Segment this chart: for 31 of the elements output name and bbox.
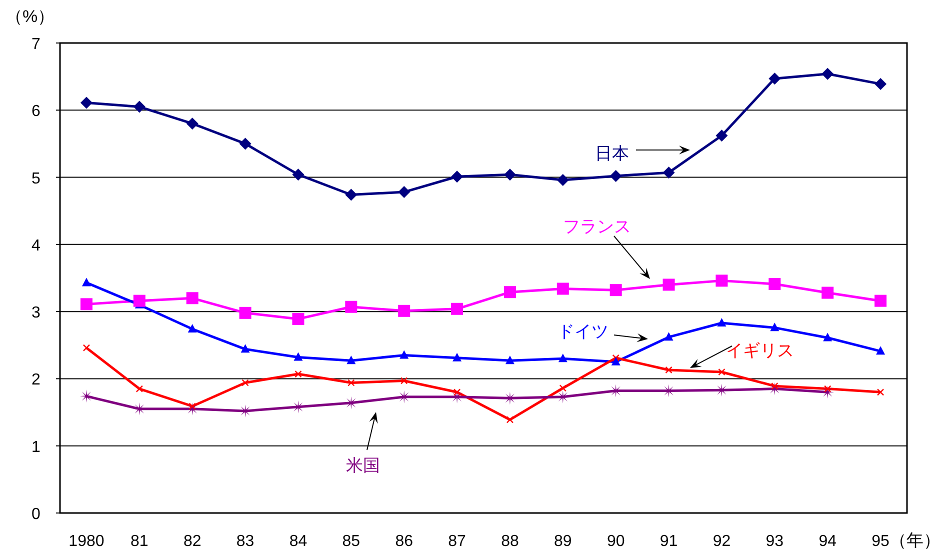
y-tick-label: 7 <box>32 36 41 53</box>
x-axis-title: （年） <box>890 531 934 549</box>
series-label: ドイツ <box>558 322 608 341</box>
y-tick-label: 6 <box>32 103 41 120</box>
y-tick-label: 2 <box>32 372 41 389</box>
x-tick-label: 85 <box>342 533 360 549</box>
x-tick-label: 84 <box>289 533 308 549</box>
y-tick-label: 5 <box>32 170 41 188</box>
x-tick-label: 86 <box>395 533 414 549</box>
x-tick-label: 91 <box>660 533 678 549</box>
y-tick-label: 3 <box>32 304 41 322</box>
y-tick-label: 1 <box>32 438 41 456</box>
x-tick-label: 92 <box>712 533 731 549</box>
x-tick-label: 1980 <box>68 533 104 549</box>
x-tick-label: 82 <box>183 533 202 549</box>
y-axis-title: （%） <box>5 7 55 26</box>
y-tick-label: 0 <box>32 506 41 523</box>
x-tick-label: 88 <box>501 533 519 549</box>
x-tick-label: 89 <box>554 533 572 549</box>
x-tick-label: 87 <box>448 533 466 549</box>
series-label: イギリス <box>726 341 794 360</box>
series-label: 日本 <box>595 144 629 163</box>
text: 米国 <box>346 456 380 475</box>
x-tick-label: 90 <box>606 533 625 549</box>
y-tick-label: 4 <box>32 237 41 254</box>
x-tick-label: 95 <box>872 533 890 549</box>
x-tick-label: 81 <box>130 533 148 549</box>
text: フランス <box>563 217 631 236</box>
x-tick-label: 93 <box>766 533 784 549</box>
x-tick-label: 94 <box>818 533 837 549</box>
x-tick-label: 83 <box>236 533 254 549</box>
